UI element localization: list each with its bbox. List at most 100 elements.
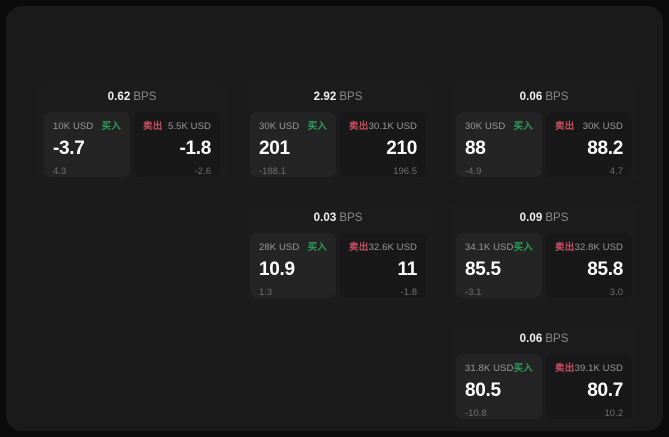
quote-column-3: 0.06 BPS 30K USD 买入 88 -4.9 卖出	[450, 80, 638, 425]
sell-panel-header: 卖出 30K USD	[555, 121, 623, 132]
spread-unit: BPS	[133, 91, 157, 103]
buy-size-label: 28K USD	[259, 242, 300, 253]
sell-size-label: 5.5K USD	[167, 121, 211, 132]
quote-card[interactable]: 0.62 BPS 10K USD 买入 -3.7 4.3 卖出	[38, 80, 226, 183]
quote-column-2: 2.92 BPS 30K USD 买入 201 -188.1 卖出	[244, 80, 432, 304]
card-panels: 34.1K USD 买入 85.5 -3.1 卖出 32.8K USD 85.8…	[456, 233, 632, 298]
sell-panel-header: 卖出 39.1K USD	[555, 363, 623, 374]
spread-value: 0.62	[107, 91, 131, 103]
buy-side-label: 买入	[513, 121, 533, 132]
sell-panel-header: 卖出 5.5K USD	[143, 121, 211, 132]
sell-price: 210	[386, 138, 417, 159]
sell-panel[interactable]: 卖出 39.1K USD 80.7 10.2	[546, 354, 632, 419]
card-header: 0.06 BPS	[456, 328, 632, 354]
sell-size-label: 32.8K USD	[574, 242, 623, 253]
buy-side-label: 买入	[513, 242, 533, 253]
sell-panel[interactable]: 卖出 30.1K USD 210 196.5	[340, 112, 426, 177]
sell-size-label: 39.1K USD	[574, 363, 623, 374]
sell-side-label: 卖出	[555, 363, 575, 374]
buy-price: 88	[465, 138, 486, 159]
sell-panel[interactable]: 卖出 32.8K USD 85.8 3.0	[546, 233, 632, 298]
card-panels: 30K USD 买入 88 -4.9 卖出 30K USD 88.2 4.7	[456, 112, 632, 177]
buy-panel[interactable]: 30K USD 买入 201 -188.1	[250, 112, 336, 177]
buy-size-label: 30K USD	[465, 121, 506, 132]
quote-column-1: 0.62 BPS 10K USD 买入 -3.7 4.3 卖出	[38, 80, 226, 183]
sell-side-label: 卖出	[349, 121, 369, 132]
sell-delta: 10.2	[604, 408, 624, 419]
sell-delta: 196.5	[393, 166, 417, 177]
buy-side-label: 买入	[307, 121, 327, 132]
quote-card[interactable]: 0.09 BPS 34.1K USD 买入 85.5 -3.1 卖出	[450, 201, 638, 304]
sell-price: -1.8	[179, 138, 211, 159]
spread-unit: BPS	[545, 91, 569, 103]
buy-panel-header: 30K USD 买入	[259, 121, 327, 132]
card-panels: 30K USD 买入 201 -188.1 卖出 30.1K USD 210 1…	[250, 112, 426, 177]
buy-panel[interactable]: 31.8K USD 买入 80.5 -10.8	[456, 354, 542, 419]
buy-side-label: 买入	[513, 363, 533, 374]
buy-delta: -188.1	[259, 166, 286, 177]
sell-delta: -1.8	[400, 287, 417, 298]
quote-card[interactable]: 0.06 BPS 31.8K USD 买入 80.5 -10.8 卖出	[450, 322, 638, 425]
sell-size-label: 30.1K USD	[368, 121, 417, 132]
spread-unit: BPS	[339, 212, 363, 224]
buy-delta: 1.3	[259, 287, 273, 298]
sell-size-label: 32.6K USD	[368, 242, 417, 253]
spread-value: 0.03	[313, 212, 337, 224]
sell-panel-header: 卖出 30.1K USD	[349, 121, 417, 132]
sell-delta: 3.0	[609, 287, 623, 298]
card-panels: 10K USD 买入 -3.7 4.3 卖出 5.5K USD -1.8 -2.…	[44, 112, 220, 177]
card-header: 0.09 BPS	[456, 207, 632, 233]
buy-size-label: 10K USD	[53, 121, 94, 132]
quote-card[interactable]: 0.03 BPS 28K USD 买入 10.9 1.3 卖出	[244, 201, 432, 304]
buy-price: 10.9	[259, 259, 295, 280]
sell-side-label: 卖出	[555, 121, 575, 132]
buy-delta: 4.3	[53, 166, 67, 177]
buy-size-label: 30K USD	[259, 121, 300, 132]
spread-unit: BPS	[545, 212, 569, 224]
card-header: 2.92 BPS	[250, 86, 426, 112]
spread-value: 0.06	[519, 91, 543, 103]
card-panels: 31.8K USD 买入 80.5 -10.8 卖出 39.1K USD 80.…	[456, 354, 632, 419]
sell-size-label: 30K USD	[582, 121, 623, 132]
buy-delta: -3.1	[465, 287, 482, 298]
buy-price: -3.7	[53, 138, 85, 159]
sell-panel-header: 卖出 32.6K USD	[349, 242, 417, 253]
buy-panel-header: 30K USD 买入	[465, 121, 533, 132]
spread-value: 2.92	[313, 91, 337, 103]
spread-unit: BPS	[339, 91, 363, 103]
quote-card[interactable]: 0.06 BPS 30K USD 买入 88 -4.9 卖出	[450, 80, 638, 183]
quote-card[interactable]: 2.92 BPS 30K USD 买入 201 -188.1 卖出	[244, 80, 432, 183]
buy-panel-header: 31.8K USD 买入	[465, 363, 533, 374]
sell-price: 11	[397, 259, 418, 280]
sell-price: 85.8	[587, 259, 623, 280]
buy-price: 80.5	[465, 380, 501, 401]
sell-panel[interactable]: 卖出 5.5K USD -1.8 -2.6	[134, 112, 220, 177]
sell-price: 88.2	[587, 138, 623, 159]
buy-delta: -4.9	[465, 166, 482, 177]
app-root: 0.62 BPS 10K USD 买入 -3.7 4.3 卖出	[6, 6, 663, 431]
spread-unit: BPS	[545, 333, 569, 345]
buy-size-label: 34.1K USD	[465, 242, 514, 253]
buy-side-label: 买入	[101, 121, 121, 132]
buy-panel[interactable]: 10K USD 买入 -3.7 4.3	[44, 112, 130, 177]
sell-side-label: 卖出	[555, 242, 575, 253]
buy-delta: -10.8	[465, 408, 487, 419]
sell-delta: -2.6	[194, 166, 211, 177]
buy-panel-header: 10K USD 买入	[53, 121, 121, 132]
buy-panel[interactable]: 30K USD 买入 88 -4.9	[456, 112, 542, 177]
buy-price: 85.5	[465, 259, 501, 280]
buy-panel[interactable]: 34.1K USD 买入 85.5 -3.1	[456, 233, 542, 298]
sell-panel[interactable]: 卖出 30K USD 88.2 4.7	[546, 112, 632, 177]
buy-panel[interactable]: 28K USD 买入 10.9 1.3	[250, 233, 336, 298]
spread-value: 0.06	[519, 333, 543, 345]
buy-panel-header: 28K USD 买入	[259, 242, 327, 253]
card-header: 0.03 BPS	[250, 207, 426, 233]
sell-panel[interactable]: 卖出 32.6K USD 11 -1.8	[340, 233, 426, 298]
spread-value: 0.09	[519, 212, 543, 224]
card-panels: 28K USD 买入 10.9 1.3 卖出 32.6K USD 11 -1.8	[250, 233, 426, 298]
sell-price: 80.7	[587, 380, 623, 401]
sell-side-label: 卖出	[349, 242, 369, 253]
sell-panel-header: 卖出 32.8K USD	[555, 242, 623, 253]
card-header: 0.62 BPS	[44, 86, 220, 112]
buy-price: 201	[259, 138, 290, 159]
